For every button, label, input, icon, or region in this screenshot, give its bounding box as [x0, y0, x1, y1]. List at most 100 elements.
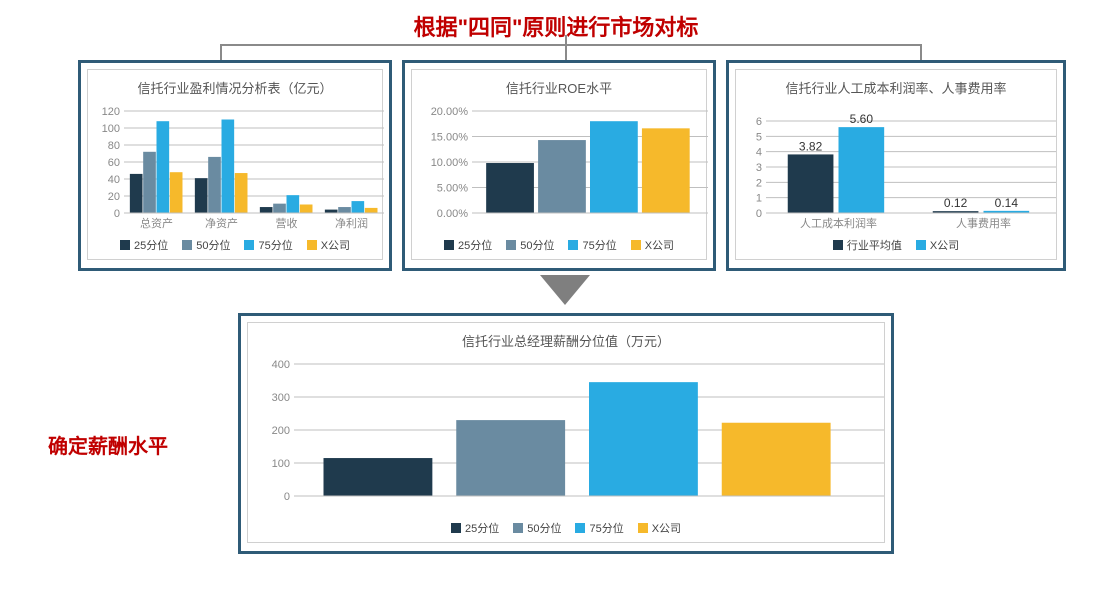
- legend-swatch: [182, 240, 192, 250]
- svg-text:总资产: 总资产: [140, 216, 173, 230]
- chart4-title: 信托行业总经理薪酬分位值（万元）: [254, 331, 878, 350]
- chart3-svg: 01234563.825.60人工成本利润率0.120.14人事费用率: [742, 103, 1062, 233]
- svg-text:6: 6: [756, 116, 762, 128]
- legend-swatch: [916, 240, 926, 250]
- panel-inner: 信托行业人工成本利润率、人事费用率 01234563.825.60人工成本利润率…: [735, 69, 1057, 260]
- legend-item-p25: 25分位: [451, 520, 499, 536]
- legend-item-x: X公司: [307, 237, 350, 253]
- bottom-panel-wrap: 信托行业总经理薪酬分位值（万元） 0 100 200 300 400 25分位 50分位 7…: [238, 313, 894, 554]
- svg-text:3: 3: [756, 162, 762, 174]
- legend-item-p25: 25分位: [444, 237, 492, 253]
- legend-item-x: X公司: [638, 520, 681, 536]
- legend-swatch: [513, 523, 523, 533]
- chart1-svg: 020406080100120总资产净资产营收净利润: [94, 103, 390, 233]
- svg-text:80: 80: [108, 140, 120, 152]
- legend-item-x: X公司: [631, 237, 674, 253]
- legend-label: X公司: [321, 237, 350, 253]
- panel-salary-quantile: 信托行业总经理薪酬分位值（万元） 0 100 200 300 400 25分位 50分位 7…: [238, 313, 894, 554]
- legend-swatch: [568, 240, 578, 250]
- svg-text:200: 200: [272, 425, 290, 437]
- chart2-title: 信托行业ROE水平: [418, 78, 700, 97]
- svg-text:0: 0: [284, 491, 290, 503]
- legend-label: 25分位: [465, 520, 499, 536]
- flow-connector: [920, 44, 922, 60]
- svg-text:1: 1: [756, 193, 762, 205]
- svg-text:5.00%: 5.00%: [437, 183, 468, 195]
- svg-text:0.00%: 0.00%: [437, 208, 468, 220]
- legend-label: 75分位: [589, 520, 623, 536]
- legend-swatch: [638, 523, 648, 533]
- svg-text:60: 60: [108, 157, 120, 169]
- chart4-svg: 0 100 200 300 400: [254, 356, 890, 516]
- svg-text:营收: 营收: [276, 216, 298, 230]
- svg-text:净利润: 净利润: [335, 216, 368, 230]
- legend-swatch: [444, 240, 454, 250]
- panel-inner: 信托行业总经理薪酬分位值（万元） 0 100 200 300 400 25分位 50分位 7…: [247, 322, 885, 543]
- svg-text:100: 100: [102, 123, 120, 135]
- legend-label: X公司: [930, 237, 959, 253]
- panel-inner: 信托行业盈利情况分析表（亿元） 020406080100120总资产净资产营收净…: [87, 69, 383, 260]
- svg-text:0: 0: [114, 208, 120, 220]
- svg-text:0.12: 0.12: [944, 196, 968, 210]
- legend-item-p50: 50分位: [182, 237, 230, 253]
- chart2-legend: 25分位 50分位 75分位 X公司: [418, 237, 700, 253]
- legend-label: 50分位: [196, 237, 230, 253]
- legend-label: X公司: [652, 520, 681, 536]
- legend-label: 25分位: [458, 237, 492, 253]
- chart2-svg: 0.00% 5.00% 10.00% 15.00% 20.00%: [418, 103, 714, 233]
- salary-level-label: 确定薪酬水平: [48, 430, 168, 459]
- svg-text:20.00%: 20.00%: [431, 106, 469, 118]
- legend-swatch: [307, 240, 317, 250]
- chart4-legend: 25分位 50分位 75分位 X公司: [254, 520, 878, 536]
- legend-item-xcomp: X公司: [916, 237, 959, 253]
- svg-text:2: 2: [756, 177, 762, 189]
- svg-text:5: 5: [756, 131, 762, 143]
- legend-label: X公司: [645, 237, 674, 253]
- legend-label: 75分位: [582, 237, 616, 253]
- legend-item-p75: 75分位: [575, 520, 623, 536]
- svg-text:10.00%: 10.00%: [431, 157, 469, 169]
- chart1-title: 信托行业盈利情况分析表（亿元）: [94, 78, 376, 97]
- legend-swatch: [506, 240, 516, 250]
- panel-inner: 信托行业ROE水平 0.00% 5.00% 10.00% 15.00% 20.00% 2…: [411, 69, 707, 260]
- svg-text:100: 100: [272, 458, 290, 470]
- svg-text:5.60: 5.60: [850, 112, 874, 126]
- legend-label: 行业平均值: [847, 237, 902, 253]
- legend-label: 50分位: [520, 237, 554, 253]
- svg-text:15.00%: 15.00%: [431, 132, 469, 144]
- chart1-legend: 25分位 50分位 75分位 X公司: [94, 237, 376, 253]
- svg-text:300: 300: [272, 392, 290, 404]
- flow-connector: [565, 35, 567, 44]
- svg-text:120: 120: [102, 106, 120, 118]
- legend-swatch: [631, 240, 641, 250]
- legend-item-p25: 25分位: [120, 237, 168, 253]
- flow-connector: [220, 44, 920, 46]
- chart3-legend: 行业平均值 X公司: [742, 237, 1050, 253]
- svg-text:净资产: 净资产: [205, 216, 238, 230]
- panel-labor-cost: 信托行业人工成本利润率、人事费用率 01234563.825.60人工成本利润率…: [726, 60, 1066, 271]
- flow-connector: [220, 44, 222, 60]
- legend-item-p75: 75分位: [568, 237, 616, 253]
- legend-label: 75分位: [258, 237, 292, 253]
- legend-swatch: [244, 240, 254, 250]
- svg-text:人事费用率: 人事费用率: [956, 216, 1011, 230]
- legend-label: 50分位: [527, 520, 561, 536]
- legend-swatch: [575, 523, 585, 533]
- legend-swatch: [451, 523, 461, 533]
- top-panels-row: 信托行业盈利情况分析表（亿元） 020406080100120总资产净资产营收净…: [78, 60, 1068, 271]
- chart3-title: 信托行业人工成本利润率、人事费用率: [742, 78, 1050, 97]
- panel-roe: 信托行业ROE水平 0.00% 5.00% 10.00% 15.00% 20.00% 2…: [402, 60, 716, 271]
- legend-item-p50: 50分位: [506, 237, 554, 253]
- legend-swatch: [833, 240, 843, 250]
- legend-label: 25分位: [134, 237, 168, 253]
- legend-swatch: [120, 240, 130, 250]
- flow-connector: [565, 44, 567, 60]
- svg-text:400: 400: [272, 359, 290, 371]
- svg-text:4: 4: [756, 147, 762, 159]
- down-arrow-icon: [540, 275, 590, 311]
- panel-profit-analysis: 信托行业盈利情况分析表（亿元） 020406080100120总资产净资产营收净…: [78, 60, 392, 271]
- svg-text:20: 20: [108, 191, 120, 203]
- svg-text:0.14: 0.14: [995, 196, 1019, 210]
- page-title: 根据"四同"原则进行市场对标: [0, 10, 1112, 42]
- svg-text:3.82: 3.82: [799, 139, 823, 153]
